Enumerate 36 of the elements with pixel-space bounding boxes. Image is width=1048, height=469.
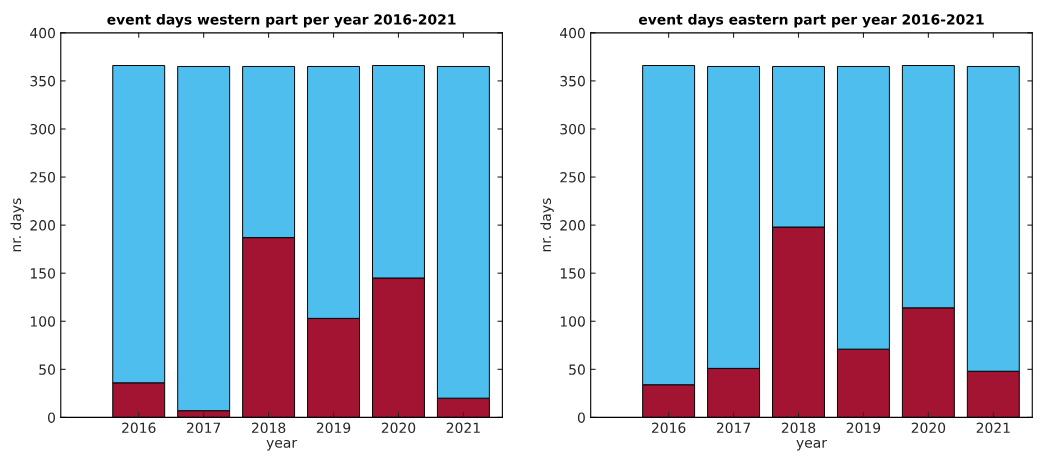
y-tick-label: 150 [560,268,585,279]
y-tick-label: 300 [560,123,585,135]
y-tick-label: 0 [577,412,585,423]
y-tick-label: 250 [30,172,55,183]
y-tick-label: 250 [560,172,585,183]
x-tick-label: 2016 [651,422,686,434]
y-tick-label: 400 [560,27,585,39]
x-tick-label: 2017 [716,422,751,434]
x-tick-label: 2019 [846,422,881,434]
x-tick-label: 2017 [187,422,221,434]
y-tick-label: 0 [48,412,55,423]
y-tick-label: 100 [560,316,585,327]
x-tick-label: 2021 [976,422,1010,434]
y-tick-label: 200 [560,220,585,231]
x-tick-label: 2016 [122,422,156,434]
x-tick-label: 2021 [446,422,480,434]
y-tick-label: 50 [39,364,55,375]
x-axis-title: year [266,439,298,451]
y-tick-label: 300 [30,123,55,135]
y-tick-label: 100 [30,316,55,327]
y-tick-label: 150 [30,268,55,279]
chart-title: event days eastern part per year 2016-2021 [638,13,984,28]
x-tick-label: 2018 [251,422,286,434]
y-tick-label: 350 [560,75,585,87]
y-tick-label: 350 [30,75,55,87]
y-axis-title: nr. days [10,198,24,252]
y-tick-label: 50 [569,364,585,375]
x-tick-label: 2020 [381,422,416,434]
x-tick-label: 2019 [316,422,351,434]
x-tick-label: 2020 [911,422,946,434]
x-tick-label: 2018 [781,422,816,434]
y-axis-title: nr. days [540,198,554,252]
chart-title: event days western part per year 2016-2021 [107,13,456,28]
y-tick-label: 400 [30,27,55,39]
y-tick-label: 200 [30,220,55,231]
x-axis-title: year [796,439,827,451]
